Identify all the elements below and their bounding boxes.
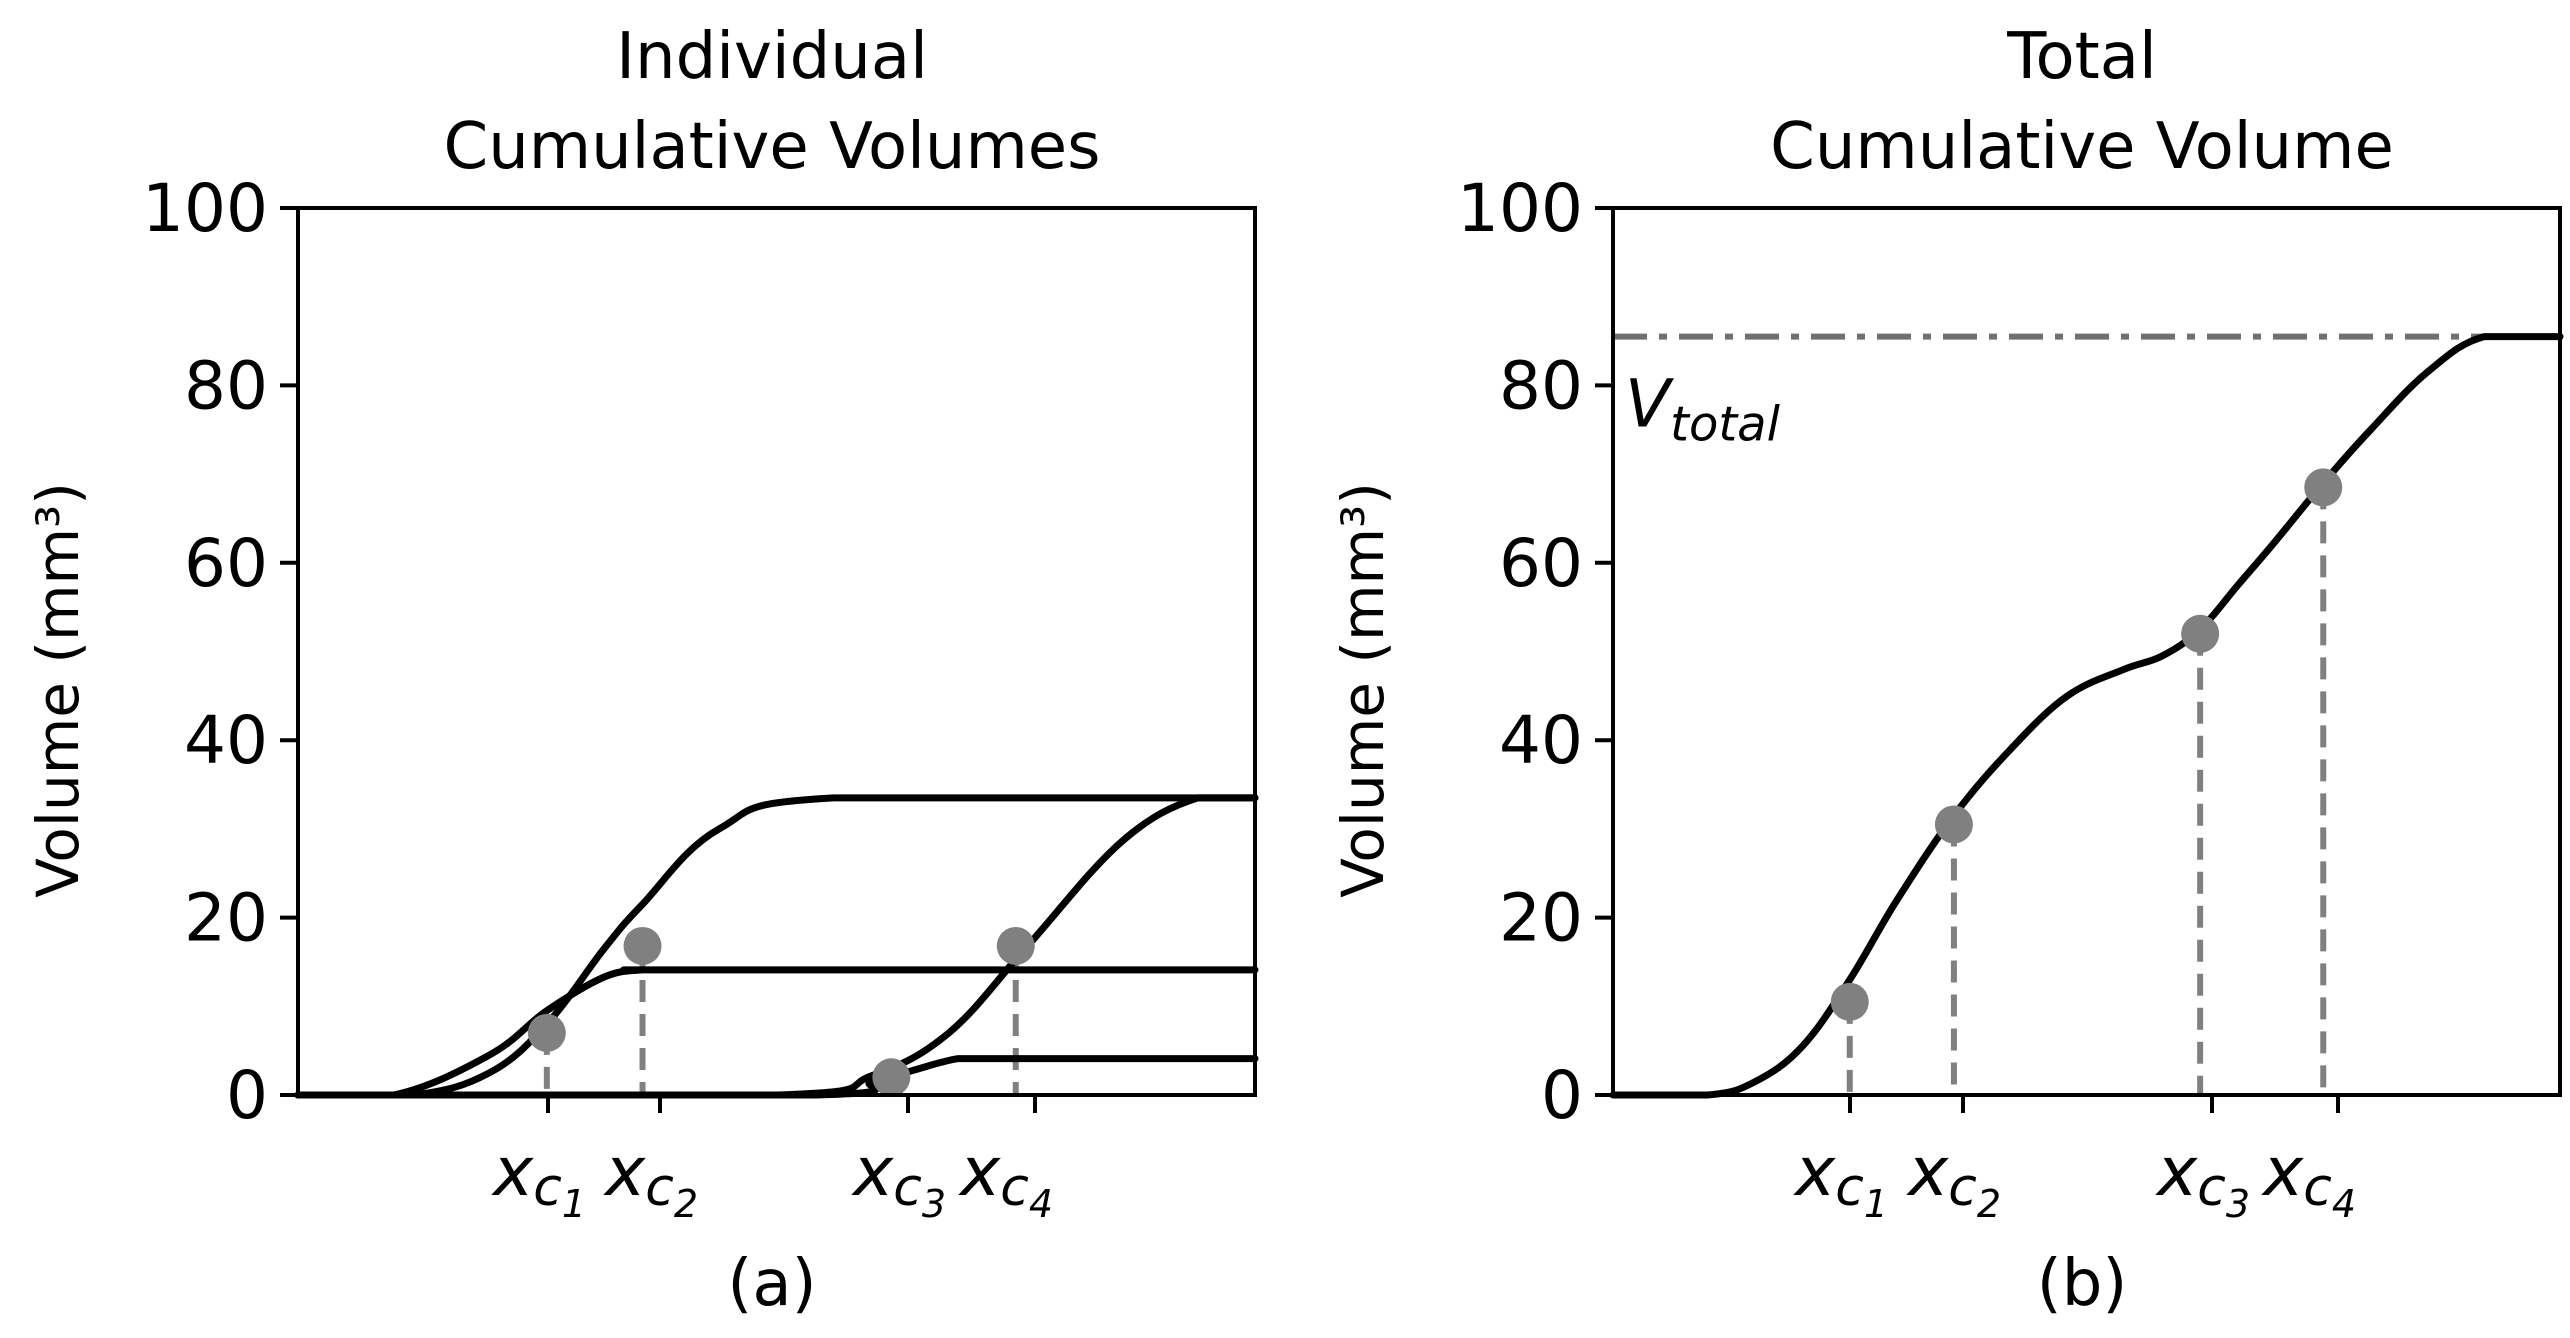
marker-point-1: [1830, 982, 1869, 1021]
marker-point-3: [872, 1058, 911, 1097]
marker-point-2: [1934, 805, 1973, 844]
y-tick-label-80: 80: [1499, 347, 1583, 424]
x-tick-label-1: xc1: [1793, 1133, 1888, 1226]
panel-b: Total Cumulative Volume Vtotal 0 20 40 60 80 1…: [1329, 20, 2564, 1321]
panel-b-y-axis-label: Volume (mm³): [1329, 482, 1397, 898]
panel-b-subplot-label: (b): [2037, 1247, 2128, 1321]
x-tick-label-4: xc4: [2261, 1133, 2356, 1226]
x-tick-label-4: xc4: [958, 1133, 1053, 1226]
x-tick-label-1: xc1: [491, 1133, 586, 1226]
marker-point-4: [996, 926, 1035, 965]
x-tick-label-3: xc3: [2155, 1133, 2250, 1226]
v-total-label: Vtotal: [1625, 366, 1781, 453]
y-tick-label-0: 0: [1541, 1057, 1583, 1134]
panel-b-title-line2: Cumulative Volume: [1770, 110, 2394, 184]
x-tick-label-2: xc2: [1906, 1133, 2001, 1226]
y-tick-label-60: 60: [1499, 525, 1583, 602]
x-tick-label-2: xc2: [603, 1133, 698, 1226]
series-line-4: [294, 794, 1259, 1099]
panel-a-title-line1: Individual: [616, 20, 928, 94]
y-tick-label-100: 100: [142, 170, 268, 247]
panel-b-plot-area: Vtotal 0 20 40 60 80 100 xc1 xc2 xc3 xc4: [1457, 170, 2564, 1226]
panel-a: Individual Cumulative Volumes 0 20 40 60 80 1…: [24, 20, 1259, 1321]
y-tick-label-100: 100: [1457, 170, 1583, 247]
y-tick-label-0: 0: [226, 1057, 268, 1134]
series-line-1: [294, 966, 1259, 1099]
x-tick-label-3: xc3: [851, 1133, 946, 1226]
y-tick-label-60: 60: [184, 525, 268, 602]
panel-a-subplot-label: (a): [727, 1247, 816, 1321]
series-line-1: [1609, 333, 2564, 1099]
y-tick-label-20: 20: [1499, 880, 1583, 957]
marker-point-3: [2181, 614, 2220, 653]
y-tick-label-20: 20: [184, 880, 268, 957]
marker-point-1: [527, 1013, 566, 1052]
y-tick-label-40: 40: [1499, 702, 1583, 779]
panel-a-y-axis-label: Volume (mm³): [24, 482, 92, 898]
panel-b-title-line1: Total: [2006, 20, 2156, 94]
y-tick-label-40: 40: [184, 702, 268, 779]
y-tick-label-80: 80: [184, 347, 268, 424]
axes-frame: [296, 206, 1257, 1097]
panel-a-plot-area: 0 20 40 60 80 100 xc1 xc2 xc3 xc4: [142, 170, 1259, 1226]
marker-point-2: [623, 926, 662, 965]
series-line-2: [294, 794, 1259, 1099]
panel-a-title-line2: Cumulative Volumes: [444, 110, 1101, 184]
axes-frame: [1611, 206, 2562, 1097]
marker-point-4: [2304, 468, 2343, 507]
